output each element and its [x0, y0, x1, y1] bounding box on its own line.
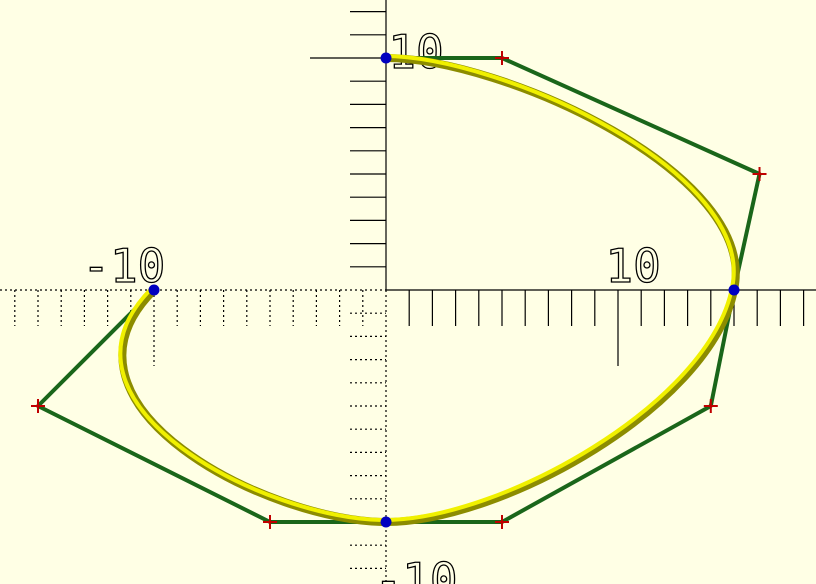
- bezier-curve-layer: [118, 54, 740, 527]
- control-point-marker: [31, 399, 45, 413]
- y-tick-label-positive: 10: [388, 25, 443, 79]
- control-point-marker: [495, 515, 509, 529]
- control-polygon: [36, 56, 762, 524]
- axis-labels-layer: 10 -10 10 -10: [82, 24, 662, 584]
- control-point-marker: [752, 167, 767, 181]
- control-point-marker: [495, 51, 509, 65]
- points-layer: [31, 51, 767, 529]
- anchor-point-marker: [728, 284, 740, 296]
- anchor-point-marker: [148, 284, 160, 296]
- anchor-point-marker: [380, 52, 392, 64]
- y-tick-label-negative: -10: [374, 553, 457, 584]
- control-point-marker: [263, 515, 277, 529]
- bezier-curve: [118, 54, 736, 523]
- anchor-point-marker: [380, 516, 392, 528]
- control-polygon-layer: [36, 56, 762, 524]
- x-tick-label-positive: 10: [605, 239, 660, 293]
- control-point-marker: [703, 399, 718, 413]
- x-tick-label-negative: -10: [82, 239, 165, 293]
